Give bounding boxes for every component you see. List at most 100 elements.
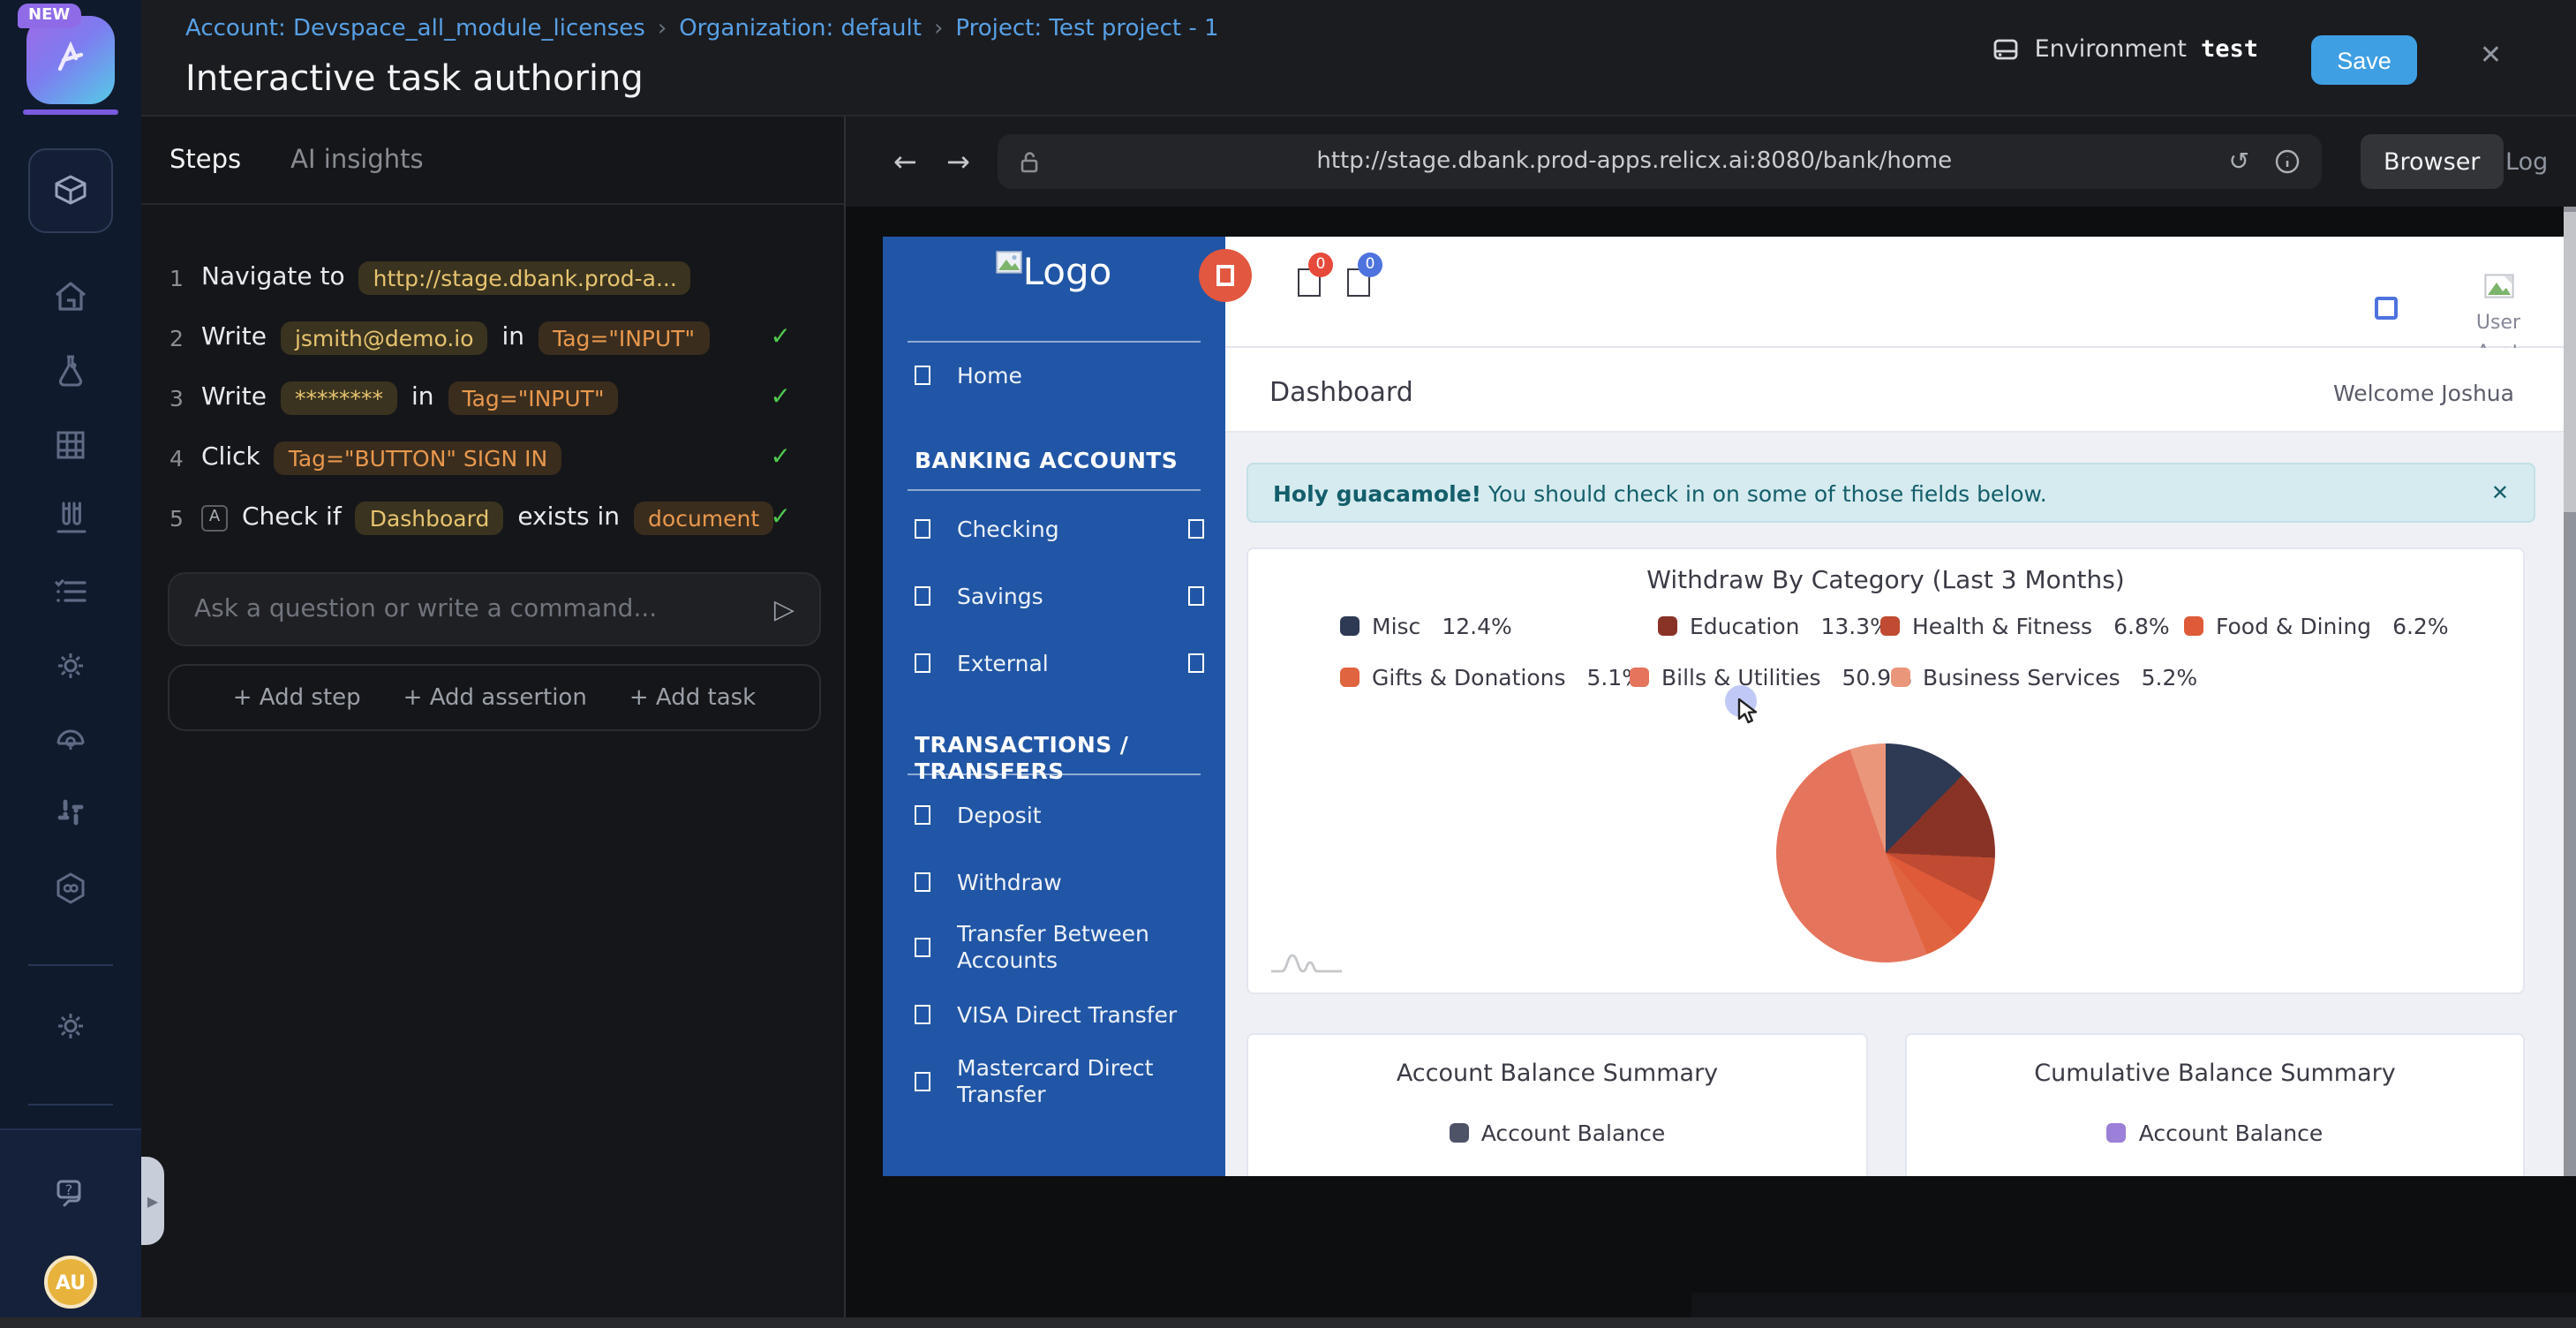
nav-item-icon <box>915 1004 930 1023</box>
rail-item-integrations[interactable] <box>49 867 92 909</box>
bank-nav-external[interactable]: External <box>883 648 1225 676</box>
add-assertion-button[interactable]: + Add assertion <box>403 684 587 711</box>
legend-item-education[interactable]: Education 13.3% <box>1658 613 1891 639</box>
alerts-badge: 0 <box>1308 253 1333 277</box>
card-legend[interactable]: Account Balance <box>1248 1120 1866 1146</box>
add-actions-bar: + Add step + Add assertion + Add task <box>168 664 821 731</box>
bank-logo[interactable]: Logo <box>883 251 1225 293</box>
back-icon[interactable]: ← <box>893 145 917 178</box>
mouse-cursor <box>1737 698 1758 724</box>
tab-ai-insights[interactable]: AI insights <box>290 146 424 174</box>
rail-item-checklist[interactable] <box>49 570 92 613</box>
url-text[interactable]: http://stage.dbank.prod-apps.relicx.ai:8… <box>1316 148 1953 175</box>
rail-item-home[interactable] <box>49 275 92 318</box>
bank-nav-deposit[interactable]: Deposit <box>883 800 1225 828</box>
panel-expand-handle[interactable]: ▶ <box>141 1157 164 1245</box>
tab-log[interactable]: Log <box>2505 147 2549 176</box>
bank-nav-transfer-between-accounts[interactable]: Transfer Between Accounts <box>883 920 1225 973</box>
save-button[interactable]: Save <box>2311 35 2417 85</box>
user-avatar[interactable]: AU <box>44 1256 97 1309</box>
card-title: Cumulative Balance Summary <box>2034 1060 2396 1088</box>
step-selector-chip[interactable]: Tag="INPUT" <box>448 381 619 414</box>
step-arg-chip[interactable]: http://stage.dbank.prod-a... <box>358 260 691 294</box>
forward-icon[interactable]: → <box>946 145 970 178</box>
card-legend[interactable]: Account Balance <box>1907 1120 2523 1146</box>
step-row-2[interactable]: 2 Write jsmith@demo.io in Tag="INPUT" ✓ <box>141 307 844 367</box>
bank-nav-mastercard-direct-transfer[interactable]: Mastercard Direct Transfer <box>883 1054 1225 1107</box>
rail-item-test-tubes[interactable] <box>49 496 92 539</box>
step-arg-chip[interactable]: Dashboard <box>355 501 504 534</box>
step-selector-chip[interactable]: document <box>634 501 774 534</box>
legend-item-gifts-donations[interactable]: Gifts & Donations 5.1% <box>1340 664 1643 690</box>
step-selector-chip[interactable]: Tag="BUTTON" SIGN IN <box>274 441 562 474</box>
step-number: 3 <box>169 384 184 411</box>
legend-item-health-fitness[interactable]: Health & Fitness 6.8% <box>1880 613 2170 639</box>
rail-item-settings[interactable] <box>49 645 92 687</box>
breadcrumb-organization[interactable]: Organization: default <box>679 16 922 42</box>
step-verb: Navigate to <box>201 263 345 291</box>
tab-browser[interactable]: Browser <box>2361 134 2504 189</box>
step-row-1[interactable]: 1 Navigate to http://stage.dbank.prod-a.… <box>141 247 844 307</box>
url-bar[interactable]: http://stage.dbank.prod-apps.relicx.ai:8… <box>998 134 2322 189</box>
command-input[interactable] <box>194 595 774 623</box>
legend-swatch <box>1880 616 1900 636</box>
legend-swatch <box>1630 668 1649 687</box>
nav-item-icon <box>915 653 930 672</box>
step-connector: exists in <box>517 503 621 532</box>
rail-item-inspector[interactable] <box>49 719 92 761</box>
bank-nav-savings[interactable]: Savings <box>883 581 1225 609</box>
nav-caret-icon <box>1188 518 1204 538</box>
tab-steps[interactable]: Steps <box>169 146 242 174</box>
legend-item-bills-utilities[interactable]: Bills & Utilities 50.9% <box>1630 664 1912 690</box>
nav-caret-icon <box>1188 585 1204 605</box>
rail-item-tasks-active[interactable] <box>28 148 113 233</box>
steps-tabbar: Steps AI insights <box>141 117 844 205</box>
rail-item-slack[interactable] <box>49 791 92 834</box>
legend-swatch <box>1891 668 1910 687</box>
toggle-icon <box>1216 265 1234 286</box>
step-arg-chip[interactable]: jsmith@demo.io <box>280 321 488 354</box>
bank-scrollbar[interactable] <box>2564 207 2576 1176</box>
add-step-button[interactable]: + Add step <box>232 684 361 711</box>
step-success-check: ✓ <box>770 443 791 472</box>
scrollbar-thumb[interactable] <box>2564 212 2576 512</box>
alert-close-icon[interactable]: ✕ <box>2490 480 2509 505</box>
divider <box>908 773 1201 775</box>
step-row-3[interactable]: 3 Write ******** in Tag="INPUT" ✓ <box>141 367 844 427</box>
new-badge: NEW <box>18 4 81 28</box>
logo-accent-bar <box>23 109 118 115</box>
bank-nav-home[interactable]: Home <box>883 360 1225 389</box>
gear-icon <box>58 1014 83 1038</box>
legend-swatch <box>2184 616 2203 636</box>
legend-item-food-dining[interactable]: Food & Dining 6.2% <box>2184 613 2449 639</box>
environment-selector[interactable]: Environment test <box>1992 35 2258 64</box>
legend-item-business-services[interactable]: Business Services 5.2% <box>1891 664 2197 690</box>
bank-nav-visa-direct-transfer[interactable]: VISA Direct Transfer <box>883 1000 1225 1028</box>
step-row-5[interactable]: 5 A Check if Dashboard exists in documen… <box>141 487 844 547</box>
step-arg-chip[interactable]: ******** <box>280 381 397 414</box>
send-icon[interactable]: ▷ <box>773 593 795 625</box>
rail-divider <box>28 964 113 966</box>
hexagon-link-icon <box>56 872 85 904</box>
sidebar-toggle-button[interactable] <box>1199 249 1252 302</box>
step-row-4[interactable]: 4 Click Tag="BUTTON" SIGN IN ✓ <box>141 427 844 487</box>
close-icon[interactable]: ✕ <box>2479 39 2502 71</box>
breadcrumb-project[interactable]: Project: Test project - 1 <box>955 16 1219 42</box>
chart-title: Withdraw By Category (Last 3 Months) <box>1646 567 2125 595</box>
bank-nav-checking[interactable]: Checking <box>883 514 1225 542</box>
refresh-icon[interactable]: ↺ <box>2228 147 2249 176</box>
nav-item-icon <box>915 518 930 538</box>
app-logo[interactable] <box>26 16 115 104</box>
pie-chart[interactable] <box>1776 743 1995 962</box>
info-icon[interactable] <box>2274 148 2301 175</box>
rail-item-help-chat[interactable]: ? <box>49 1171 92 1213</box>
breadcrumb-account[interactable]: Account: Devspace_all_module_licenses <box>185 16 645 42</box>
legend-item-misc[interactable]: Misc 12.4% <box>1340 613 1512 639</box>
add-task-button[interactable]: + Add task <box>629 684 757 711</box>
step-selector-chip[interactable]: Tag="INPUT" <box>539 321 710 354</box>
rail-item-grid[interactable] <box>49 424 92 466</box>
rail-item-experiments[interactable] <box>49 350 92 392</box>
bank-nav-withdraw[interactable]: Withdraw <box>883 867 1225 895</box>
rail-item-admin-settings[interactable] <box>49 1005 92 1047</box>
fullscreen-toggle-icon[interactable] <box>2375 297 2398 320</box>
